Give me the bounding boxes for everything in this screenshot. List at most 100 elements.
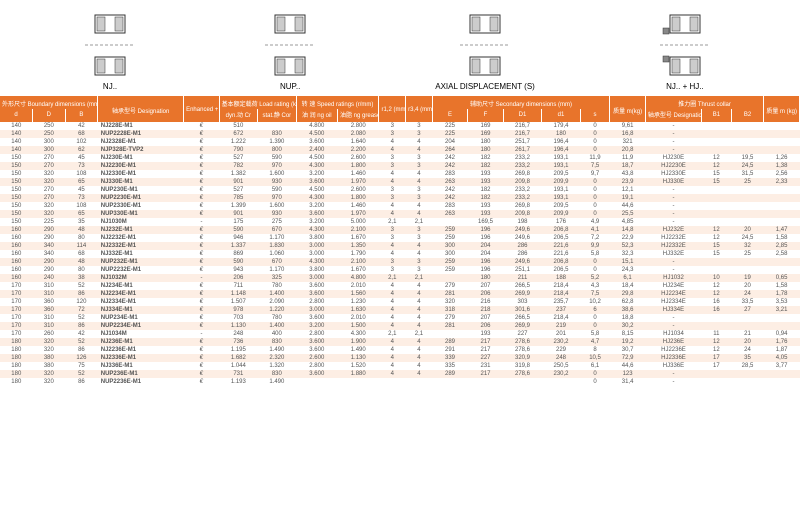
cell-D: 300 <box>33 146 66 154</box>
cell-D1: 233,2 <box>503 194 541 202</box>
cell-d: 180 <box>0 378 33 386</box>
cell-d1: 193,1 <box>542 194 580 202</box>
cell-stat: 1.320 <box>258 362 296 370</box>
cell-d1: 206,5 <box>542 266 580 274</box>
cell-td: HJ2234E <box>645 290 701 298</box>
cell-enh: € <box>184 314 220 322</box>
cell-stat: 1.220 <box>258 306 296 314</box>
cell-E: 281 <box>432 290 468 298</box>
cell-B: 52 <box>65 338 98 346</box>
cell-F: 180 <box>468 138 504 146</box>
cell-oil: 2.800 <box>296 330 337 338</box>
cell-b2: 28,5 <box>731 362 764 370</box>
cell-stat: 830 <box>258 130 296 138</box>
cell-dyn: 1.222 <box>219 138 257 146</box>
cell-grease: 1.500 <box>338 322 379 330</box>
cell-D1: 278,6 <box>503 346 541 354</box>
cell-m: 14,8 <box>610 226 646 234</box>
cell-E: 259 <box>432 266 468 274</box>
cell-grease: 1.560 <box>338 290 379 298</box>
cell-d1: 229 <box>542 346 580 354</box>
cell-r12: 4 <box>379 370 406 378</box>
cell-B: 48 <box>65 258 98 266</box>
cell-des: NJ1032M <box>98 274 184 282</box>
cell-grease: 2.600 <box>338 154 379 162</box>
cell-F: 204 <box>468 242 504 250</box>
cell-r12: 4 <box>379 354 406 362</box>
cell-D: 320 <box>33 370 66 378</box>
cell-E: 320 <box>432 298 468 306</box>
hdr-tmass: 质量 m (kg) <box>764 96 800 122</box>
cell-s: 0 <box>580 210 610 218</box>
cell-s: 4,7 <box>580 338 610 346</box>
cell-oil: 3.600 <box>296 338 337 346</box>
cell-td: - <box>645 186 701 194</box>
cell-E: 283 <box>432 170 468 178</box>
cell-r12: 4 <box>379 138 406 146</box>
cell-r34: 4 <box>406 170 433 178</box>
cell-oil: 3.000 <box>296 250 337 258</box>
cell-D1: 198 <box>503 218 541 226</box>
cell-d1: 206,8 <box>542 258 580 266</box>
table-row: 18032086NUP2236E-M1€1.1931.490031,4- <box>0 378 800 386</box>
cell-d: 150 <box>0 186 33 194</box>
cell-enh: € <box>184 154 220 162</box>
cell-r12: 4 <box>379 314 406 322</box>
cell-B: 52 <box>65 282 98 290</box>
cell-E: 300 <box>432 250 468 258</box>
cell-oil: 3.000 <box>296 242 337 250</box>
cell-s: 4,1 <box>580 226 610 234</box>
cell-F: 196 <box>468 226 504 234</box>
cell-D: 290 <box>33 226 66 234</box>
cell-td: - <box>645 146 701 154</box>
cell-s: 5,2 <box>580 274 610 282</box>
cell-m: 11,9 <box>610 154 646 162</box>
cell-b1 <box>702 218 732 226</box>
cell-m: 18,4 <box>610 282 646 290</box>
cell-des: NJ232E-M1 <box>98 226 184 234</box>
cell-s: 0 <box>580 146 610 154</box>
cell-r34: 2,1 <box>406 218 433 226</box>
cell-D1: 216,7 <box>503 130 541 138</box>
cell-d1: 201 <box>542 330 580 338</box>
cell-b1: 16 <box>702 306 732 314</box>
cell-b2 <box>731 146 764 154</box>
cell-d1: 196,4 <box>542 138 580 146</box>
cell-E <box>432 378 468 386</box>
cell-m: 9,61 <box>610 122 646 130</box>
cell-r12: 2,1 <box>379 330 406 338</box>
cell-D: 270 <box>33 162 66 170</box>
cell-m: 20,8 <box>610 146 646 154</box>
cell-F: 182 <box>468 186 504 194</box>
cell-td: HJ332E <box>645 250 701 258</box>
cell-b2 <box>731 194 764 202</box>
cell-b2: 24,5 <box>731 162 764 170</box>
cell-b2: 33,5 <box>731 298 764 306</box>
cell-d1: 179,4 <box>542 122 580 130</box>
cell-oil: 3.600 <box>296 290 337 298</box>
cell-b1: 12 <box>702 282 732 290</box>
cell-b1 <box>702 370 732 378</box>
cell-stat: 1.170 <box>258 266 296 274</box>
cell-r12: 4 <box>379 250 406 258</box>
cell-D: 240 <box>33 274 66 282</box>
cell-des: NUP2236E-M1 <box>98 378 184 386</box>
cell-grease: 1.130 <box>338 354 379 362</box>
cell-stat: 780 <box>258 314 296 322</box>
cell-F: 227 <box>468 354 504 362</box>
cell-m: 123 <box>610 370 646 378</box>
cell-d: 140 <box>0 130 33 138</box>
cell-enh: € <box>184 266 220 274</box>
cell-s: 7,5 <box>580 290 610 298</box>
cell-r34: 4 <box>406 338 433 346</box>
cell-b1: 15 <box>702 170 732 178</box>
cell-b1: 12 <box>702 234 732 242</box>
cell-des: NJ2230E-M1 <box>98 162 184 170</box>
cell-dyn: 869 <box>219 250 257 258</box>
cell-d: 170 <box>0 282 33 290</box>
cell-s: 10,2 <box>580 298 610 306</box>
cell-enh: - <box>184 330 220 338</box>
cell-E: 335 <box>432 362 468 370</box>
cell-D1: 266,5 <box>503 282 541 290</box>
cell-enh: € <box>184 210 220 218</box>
